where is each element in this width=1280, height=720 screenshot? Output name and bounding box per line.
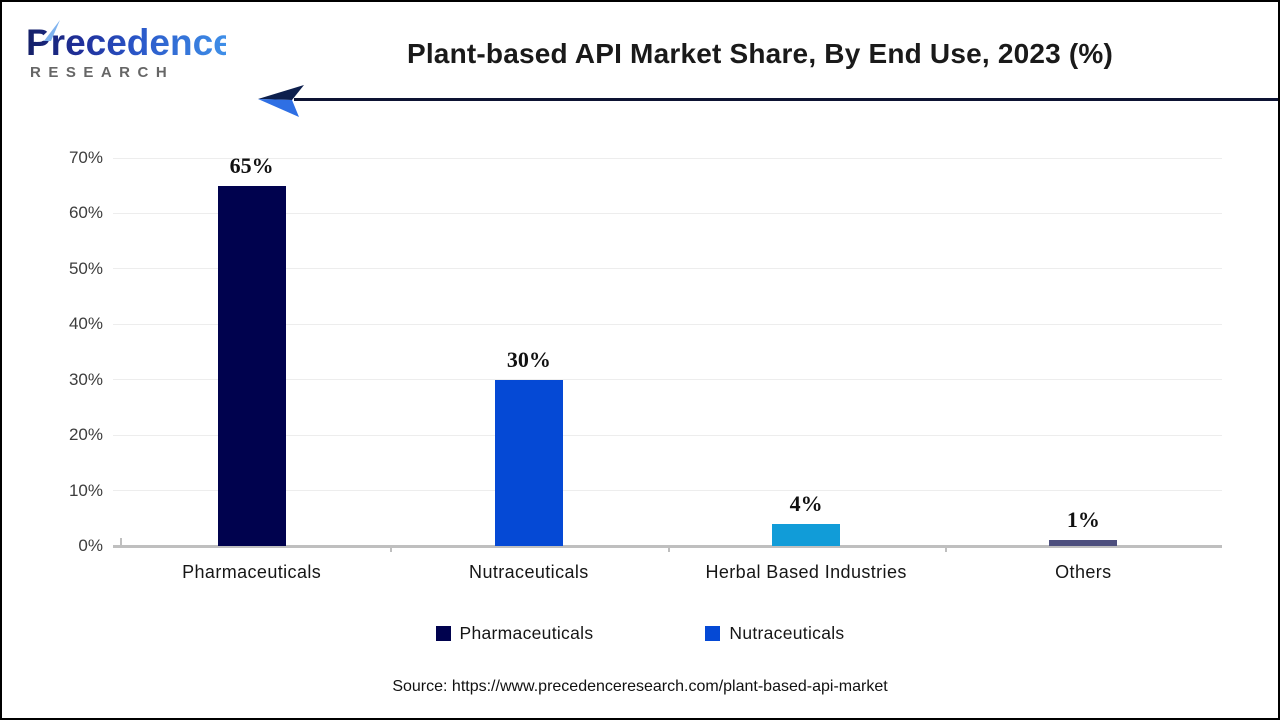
bar-pharmaceuticals [217,185,286,546]
x-axis-category-label: Pharmaceuticals [182,562,322,582]
y-axis-tick-label: 10% [68,480,103,500]
arrow-divider [258,84,1280,118]
logo-leaf-icon [36,20,60,42]
logo-wordmark: Precedence [26,22,234,63]
legend: Pharmaceuticals Nutraceuticals [0,618,1280,648]
bar-value-label: 65% [229,152,274,178]
y-axis-tick-label: 60% [68,203,103,223]
bar-herbal-based-industries [772,523,841,546]
legend-item-pharmaceuticals: Pharmaceuticals [435,622,594,644]
logo-subtitle: RESEARCH [30,64,175,81]
y-axis-tick-label: 70% [68,148,103,167]
chart-title: Plant-based API Market Share, By End Use… [406,38,1114,69]
x-axis-category-label: Herbal Based Industries [705,562,907,582]
plot-area: 65% Pharmaceuticals 30% Nutraceuticals 4% Her… [113,153,1222,582]
arrow-line [294,98,1280,101]
bar-nutraceuticals [494,379,563,546]
bar-value-label: 1% [1066,507,1100,533]
bar-value-label: 4% [789,490,823,516]
bar-chart: 0% 10% 20% 30% 40% 50% 60% 70% 65% Pharmaceutica… [0,140,1280,610]
x-axis-category-label: Nutraceuticals [469,562,589,582]
gridline [113,212,1222,214]
bar-others [1049,540,1118,546]
gridline [113,379,1222,381]
bar-value-label: 30% [506,346,551,372]
axis-tick [390,546,393,552]
gridline [113,157,1222,159]
y-axis-tick-label: 50% [68,258,103,278]
x-axis-category-label: Others [1055,562,1112,582]
legend-item-nutraceuticals: Nutraceuticals [705,623,844,644]
y-axis-tick-label: 30% [68,369,103,389]
gridline [113,268,1222,270]
gridline [113,434,1222,436]
y-axis-tick-label: 40% [68,314,103,334]
precedence-research-logo: Precedence RESEARCH [26,20,234,81]
axis-tick [120,538,122,546]
axis-tick [944,546,947,552]
legend-label: Nutraceuticals [729,622,845,643]
legend-swatch-icon [435,625,451,641]
gridline [113,490,1222,492]
axis-tick [667,546,670,552]
y-axis-tick-label: 0% [78,536,103,555]
y-axis-tick-label: 20% [68,425,103,445]
source-text: Source: https://www.precedenceresearch.c… [392,678,888,695]
left-arrow-icon [258,85,304,117]
legend-label: Pharmaceuticals [459,622,594,643]
gridline [113,323,1222,325]
y-axis: 0% 10% 20% 30% 40% 50% 60% 70% [0,148,103,555]
legend-swatch-icon [705,625,721,641]
